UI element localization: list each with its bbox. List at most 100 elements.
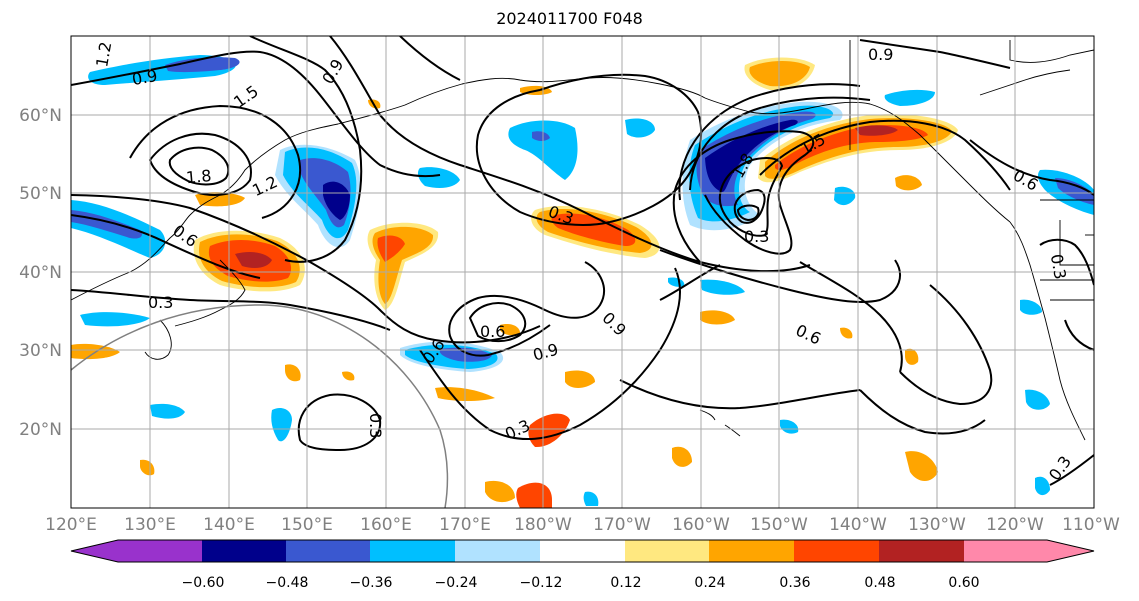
shade-blue-region (1020, 299, 1042, 315)
shade-orange-region (235, 252, 272, 268)
colorbar-segment (286, 540, 371, 562)
lat-label: 50°N (19, 184, 62, 204)
shade-blue-region (323, 181, 350, 220)
shade-orange-region (565, 370, 595, 388)
grid-lines (71, 36, 1094, 508)
contour-line (329, 36, 811, 273)
coastline (337, 77, 706, 125)
lon-label: 110°W (1062, 515, 1120, 535)
colorbar-segment (879, 540, 965, 562)
contour-label: 0.9 (130, 66, 158, 89)
colorbar-segment (540, 540, 626, 562)
contour-line (539, 73, 703, 223)
contour-label: 1.8 (185, 166, 212, 187)
shade-orange-region (551, 213, 636, 246)
colorbar-segment (709, 540, 795, 562)
contour-line (619, 379, 861, 410)
contour-line (71, 194, 541, 344)
shade-blue-region (165, 57, 240, 73)
colorbar-outline (70, 539, 1095, 563)
contour-line (71, 50, 441, 178)
shade-blue-region (271, 408, 292, 442)
shade-blue-region (439, 347, 492, 362)
shade-orange-region (516, 482, 552, 508)
shade-orange-region (855, 125, 898, 136)
shade-blue-region (1035, 476, 1050, 496)
contour-line (71, 289, 391, 331)
shade-blue-region (1025, 389, 1050, 410)
lon-label: 130°E (124, 515, 176, 535)
shade-blue-region (1055, 178, 1094, 205)
shade-blue-region (417, 167, 460, 188)
map-frame (70, 35, 1095, 509)
lat-label: 60°N (19, 106, 62, 126)
contour-line (148, 132, 252, 196)
contour-line (168, 146, 230, 186)
lon-label: 160°W (672, 515, 730, 535)
contour-line (899, 284, 993, 406)
contour-label: 0.3 (1047, 253, 1070, 281)
colorbar-tick-label: 0.60 (948, 575, 979, 591)
shade-orange-region (775, 125, 928, 171)
shade-orange-region (195, 192, 245, 207)
contour-lines (71, 36, 1094, 486)
colorbar-tick-label: −0.60 (182, 575, 225, 591)
colorbar-tick-label: −0.24 (435, 575, 478, 591)
contour-line (718, 157, 784, 237)
shade-orange-region (749, 61, 810, 87)
contour-line (448, 261, 605, 357)
colorbar-segment (118, 540, 203, 562)
contour-line (1049, 454, 1094, 486)
map-title: 2024011700 F048 (496, 9, 643, 28)
colorbar-segment (1047, 540, 1094, 562)
colorbar-tick-label: 0.24 (694, 575, 725, 591)
lon-label: 150°W (750, 515, 808, 535)
shade-blue-region (583, 491, 599, 506)
lon-label: 140°E (203, 515, 255, 535)
positive-shading (71, 57, 958, 508)
shade-blue-region (700, 279, 745, 295)
shade-orange-region (905, 451, 938, 481)
contour-line (475, 89, 611, 226)
colorbar-segment (455, 540, 541, 562)
shade-blue-region (625, 118, 655, 138)
contour-line (969, 139, 1094, 196)
shade-orange-region (485, 480, 515, 503)
shade-blue-region (705, 119, 798, 192)
lat-label: 20°N (19, 420, 62, 440)
contour-line (659, 249, 901, 303)
lon-label: 140°W (829, 515, 887, 535)
contour-line (689, 96, 871, 191)
contour-label: 0.3 (148, 293, 173, 312)
lon-label: 170°W (593, 515, 651, 535)
shade-orange-region (700, 310, 735, 325)
lon-label: 120°E (45, 515, 97, 535)
contour-label: 0.3 (366, 413, 385, 438)
shade-blue-region (80, 312, 150, 327)
shade-blue-region (780, 419, 799, 434)
shade-blue-region (834, 186, 856, 206)
coastline (979, 69, 1071, 96)
shade-orange-region (140, 459, 155, 476)
contour-line (71, 214, 261, 279)
contour-line (859, 39, 1011, 69)
contour-line (297, 393, 382, 452)
coastline (1009, 40, 1094, 63)
shade-blue-region (532, 131, 550, 141)
contour-line (672, 130, 815, 263)
contour-label: 0.9 (868, 45, 893, 64)
contour-line (859, 389, 986, 435)
colorbar-segment (964, 540, 1048, 562)
contour-line (1064, 319, 1094, 351)
contour-line (678, 83, 861, 201)
contour-line (799, 261, 903, 373)
coastline (1009, 221, 1086, 441)
colorbar-segment (71, 540, 118, 562)
contour-line (468, 302, 527, 343)
lon-label: 160°E (360, 515, 412, 535)
lat-label: 30°N (19, 341, 62, 361)
contour-label: 1.2 (92, 40, 115, 68)
shade-orange-region (500, 323, 520, 336)
shade-orange-region (285, 364, 301, 382)
longitude-labels: 120°E 130°E 140°E 150°E 160°E 170°E 180°… (45, 515, 1120, 535)
